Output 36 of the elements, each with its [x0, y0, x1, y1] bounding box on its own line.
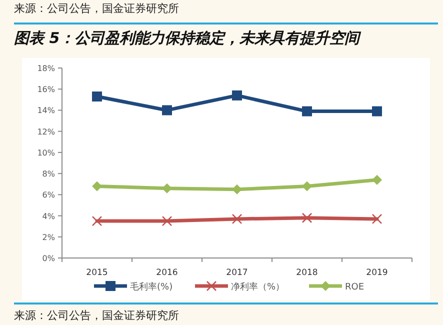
chart-title: 图表 5：公司盈利能力保持稳定，未来具有提升空间	[14, 29, 362, 47]
point	[302, 106, 312, 116]
legend-label: 净利率（%）	[231, 282, 285, 292]
legend-label: 毛利率(%)	[130, 282, 173, 292]
y-tick-label: 4%	[42, 212, 56, 221]
point	[92, 92, 102, 102]
point	[372, 174, 382, 185]
source-note: 来源：公司公告，国金证券研究所	[14, 309, 179, 322]
point	[232, 90, 242, 100]
point	[232, 184, 242, 194]
point	[162, 183, 172, 194]
point	[372, 214, 382, 224]
y-tick-label: 0%	[42, 254, 56, 263]
point	[162, 105, 172, 116]
point	[372, 106, 382, 116]
point	[302, 212, 312, 224]
y-tick-label: 6%	[42, 190, 56, 200]
y-tick-label: 18%	[37, 64, 56, 73]
y-tick-label: 12%	[37, 127, 56, 136]
point	[302, 181, 312, 192]
y-tick-label: 10%	[37, 148, 56, 158]
y-tick-label: 2%	[42, 232, 56, 242]
y-tick-label: 14%	[37, 106, 56, 116]
point	[92, 181, 102, 192]
y-tick-label: 16%	[37, 85, 56, 94]
x-tick-label: 2016	[156, 268, 178, 278]
source-note: 来源：公司公告，国金证券研究所	[14, 2, 179, 15]
point	[92, 216, 102, 226]
point	[162, 216, 172, 226]
legend-label: ROE	[345, 282, 364, 292]
x-tick-label: 2018	[296, 268, 318, 278]
x-tick-label: 2017	[226, 268, 248, 278]
x-tick-label: 2019	[366, 268, 388, 278]
y-tick-label: 8%	[42, 170, 56, 179]
point	[232, 214, 242, 224]
x-tick-label: 2015	[86, 268, 108, 278]
